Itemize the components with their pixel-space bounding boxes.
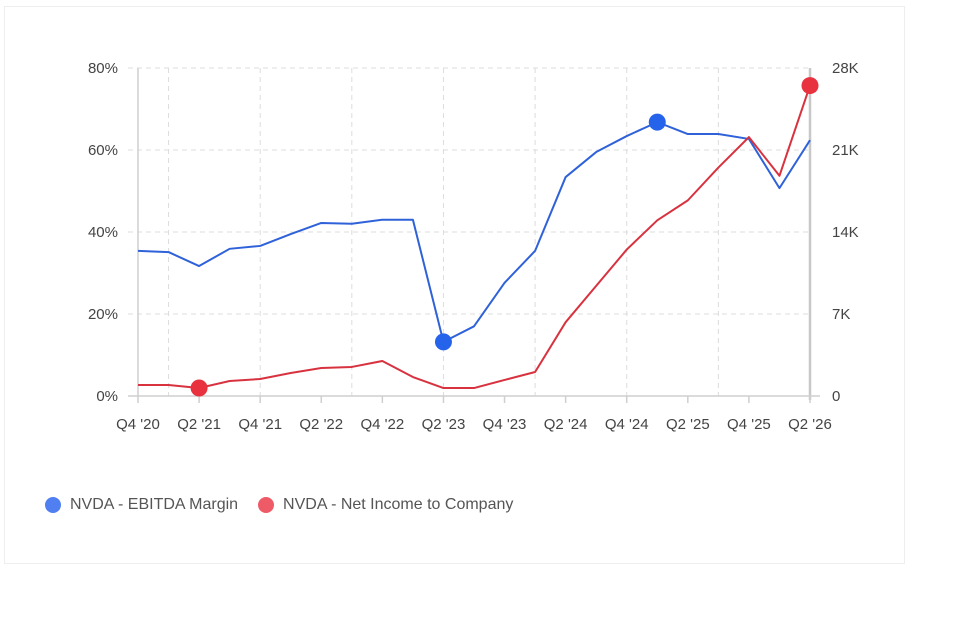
y-left-tick-label: 20% [88,306,118,323]
y-right-tick-label: 14K [832,224,859,241]
x-tick-label: Q2 '26 [788,416,832,433]
x-tick-label: Q4 '22 [360,416,404,433]
x-tick-label: Q4 '24 [605,416,649,433]
x-tick-label: Q2 '24 [544,416,588,433]
x-tick-label: Q2 '21 [177,416,221,433]
y-left-tick-label: 60% [88,142,118,159]
data-point [648,113,666,131]
legend: NVDA - EBITDA Margin NVDA - Net Income t… [45,496,513,514]
x-tick-label: Q4 '20 [116,416,160,433]
y-right-tick-label: 21K [832,142,859,159]
y-left-tick-label: 80% [88,60,118,77]
chart-card [4,6,905,564]
legend-item-net-income[interactable]: NVDA - Net Income to Company [258,496,513,514]
legend-label-net-income: NVDA - Net Income to Company [283,496,514,513]
legend-dot-ebitda-margin [45,497,61,513]
x-tick-label: Q2 '22 [299,416,343,433]
x-tick-label: Q2 '25 [666,416,710,433]
y-left-tick-label: 0% [96,388,118,405]
legend-dot-net-income [258,497,275,513]
data-point [190,379,208,397]
data-point [801,77,819,95]
legend-label-ebitda-margin: NVDA - EBITDA Margin [70,496,239,513]
data-point [434,333,452,351]
y-right-tick-label: 7K [832,306,850,323]
y-right-tick-label: 0 [832,388,840,405]
x-tick-label: Q4 '25 [727,416,771,433]
legend-item-ebitda-margin[interactable]: NVDA - EBITDA Margin [45,496,238,514]
series-line-net-income [138,85,811,390]
x-tick-label: Q2 '23 [422,416,466,433]
x-tick-label: Q4 '21 [238,416,282,433]
x-tick-label: Q4 '23 [483,416,527,433]
y-left-tick-label: 40% [88,224,118,241]
y-right-tick-label: 28K [832,60,859,77]
